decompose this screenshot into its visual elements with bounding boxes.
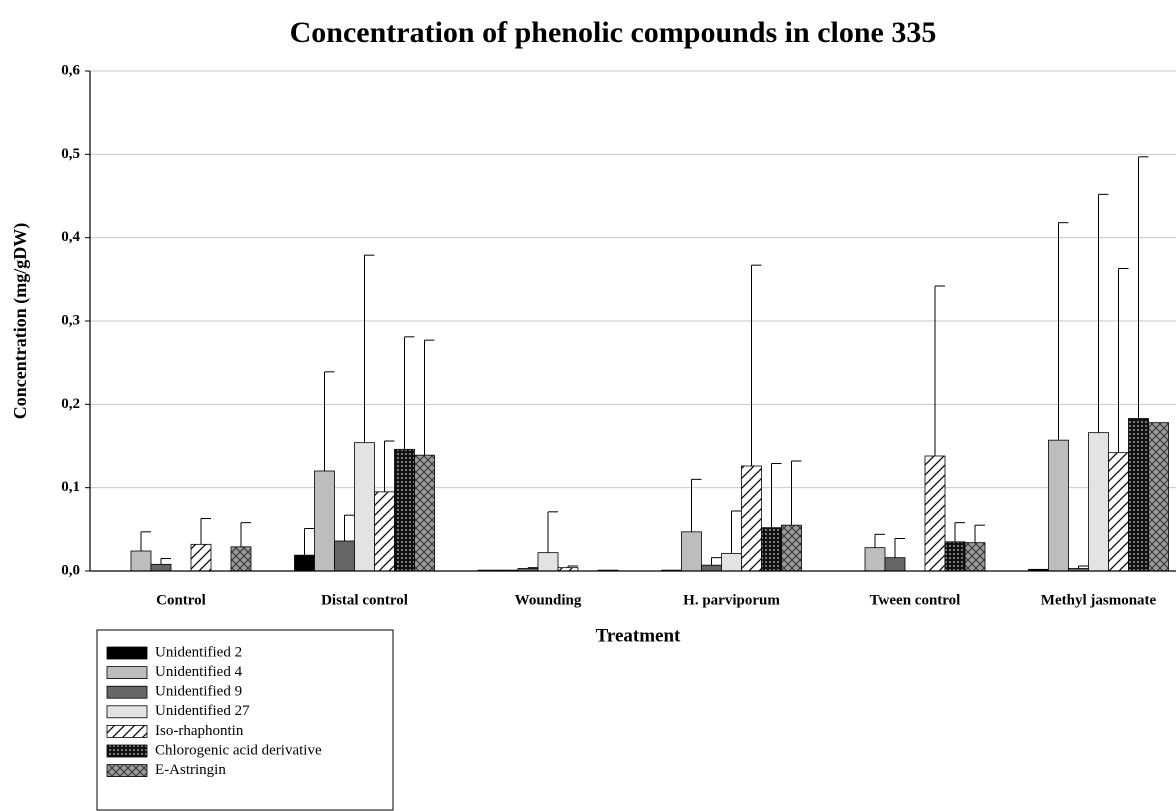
y-axis-label: Concentration (mg/gDW) (10, 223, 31, 419)
bar (681, 531, 702, 572)
bar (394, 448, 415, 572)
legend-swatch (106, 685, 148, 699)
y-tick-label: 0,6 (61, 62, 80, 78)
legend-swatch (106, 705, 148, 719)
x-tick-label: Tween control (870, 592, 961, 608)
y-tick-label: 0,2 (61, 396, 80, 412)
bar (721, 553, 742, 572)
bar (354, 442, 375, 572)
legend-label: Unidentified 4 (155, 664, 243, 680)
x-tick-label: Control (156, 592, 206, 608)
bar (701, 564, 722, 572)
x-tick-label: Methyl jasmonate (1041, 592, 1157, 608)
bar (964, 542, 986, 572)
x-tick-label: H. parviporum (683, 592, 780, 608)
y-tick-label: 0,4 (61, 229, 80, 245)
legend-label: E-Astringin (155, 762, 226, 778)
bar (781, 524, 802, 572)
bar (1088, 432, 1109, 572)
bar (1128, 418, 1149, 572)
bar (374, 491, 395, 572)
bar (884, 557, 906, 572)
bar (944, 541, 966, 572)
y-tick-label: 0,0 (61, 562, 80, 578)
bar (924, 455, 946, 572)
legend-box (96, 629, 394, 811)
bar (761, 527, 782, 572)
y-tick-label: 0,1 (61, 479, 80, 495)
y-tick-label: 0,5 (61, 146, 80, 162)
bar (190, 543, 212, 572)
bar (314, 470, 335, 572)
legend-label: Iso-rhaphontin (155, 723, 244, 739)
bar (537, 552, 559, 572)
bar (741, 465, 762, 572)
bar (864, 547, 886, 572)
legend-label: Unidentified 27 (155, 703, 250, 719)
legend-swatch (106, 666, 148, 679)
chart-title: Concentration of phenolic compounds in c… (290, 16, 937, 49)
legend-swatch (106, 744, 148, 758)
legend-label: Unidentified 9 (155, 684, 242, 700)
x-tick-label: Wounding (515, 592, 582, 608)
bar (334, 540, 355, 572)
x-tick-label: Distal control (321, 592, 408, 608)
bar (1048, 439, 1069, 572)
bar (414, 454, 435, 572)
x-axis-label: Treatment (596, 625, 681, 646)
y-tick-label: 0,3 (61, 312, 80, 328)
legend-swatch (106, 725, 148, 738)
bar (230, 546, 252, 572)
bar (130, 550, 152, 572)
bar (1148, 422, 1169, 572)
bar (294, 554, 315, 572)
legend-swatch (106, 646, 148, 660)
legend-label: Chlorogenic acid derivative (155, 742, 322, 758)
legend-label: Unidentified 2 (155, 644, 242, 660)
bar (150, 563, 172, 572)
bar (1108, 452, 1129, 572)
legend-swatch (106, 764, 148, 777)
